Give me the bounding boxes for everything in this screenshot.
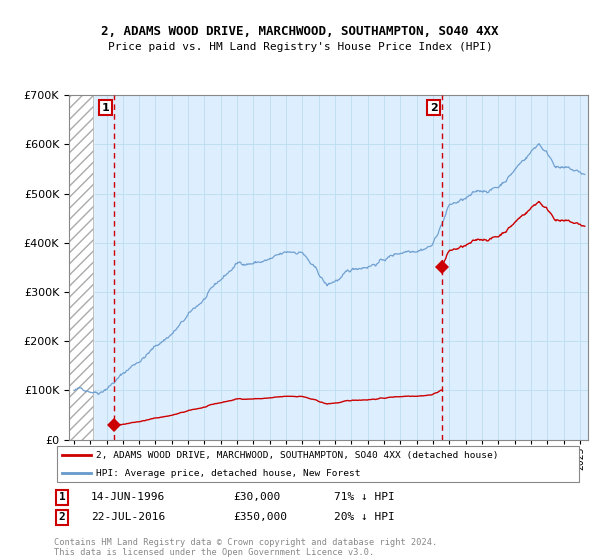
FancyBboxPatch shape bbox=[56, 446, 580, 482]
Text: 2: 2 bbox=[59, 512, 65, 522]
Text: Contains HM Land Registry data © Crown copyright and database right 2024.
This d: Contains HM Land Registry data © Crown c… bbox=[54, 538, 437, 557]
Text: 22-JUL-2016: 22-JUL-2016 bbox=[91, 512, 165, 522]
Bar bbox=[69, 95, 94, 440]
Text: Price paid vs. HM Land Registry's House Price Index (HPI): Price paid vs. HM Land Registry's House … bbox=[107, 42, 493, 52]
Bar bbox=[69, 95, 94, 440]
Text: £350,000: £350,000 bbox=[233, 512, 287, 522]
Text: 1: 1 bbox=[59, 492, 65, 502]
Text: 71% ↓ HPI: 71% ↓ HPI bbox=[334, 492, 395, 502]
Text: 2, ADAMS WOOD DRIVE, MARCHWOOD, SOUTHAMPTON, SO40 4XX: 2, ADAMS WOOD DRIVE, MARCHWOOD, SOUTHAMP… bbox=[101, 25, 499, 38]
Text: 2, ADAMS WOOD DRIVE, MARCHWOOD, SOUTHAMPTON, SO40 4XX (detached house): 2, ADAMS WOOD DRIVE, MARCHWOOD, SOUTHAMP… bbox=[96, 451, 499, 460]
Text: 20% ↓ HPI: 20% ↓ HPI bbox=[334, 512, 395, 522]
Text: 1: 1 bbox=[102, 102, 110, 113]
Text: HPI: Average price, detached house, New Forest: HPI: Average price, detached house, New … bbox=[96, 469, 361, 478]
Text: 14-JUN-1996: 14-JUN-1996 bbox=[91, 492, 165, 502]
Text: £30,000: £30,000 bbox=[233, 492, 281, 502]
Text: 2: 2 bbox=[430, 102, 437, 113]
